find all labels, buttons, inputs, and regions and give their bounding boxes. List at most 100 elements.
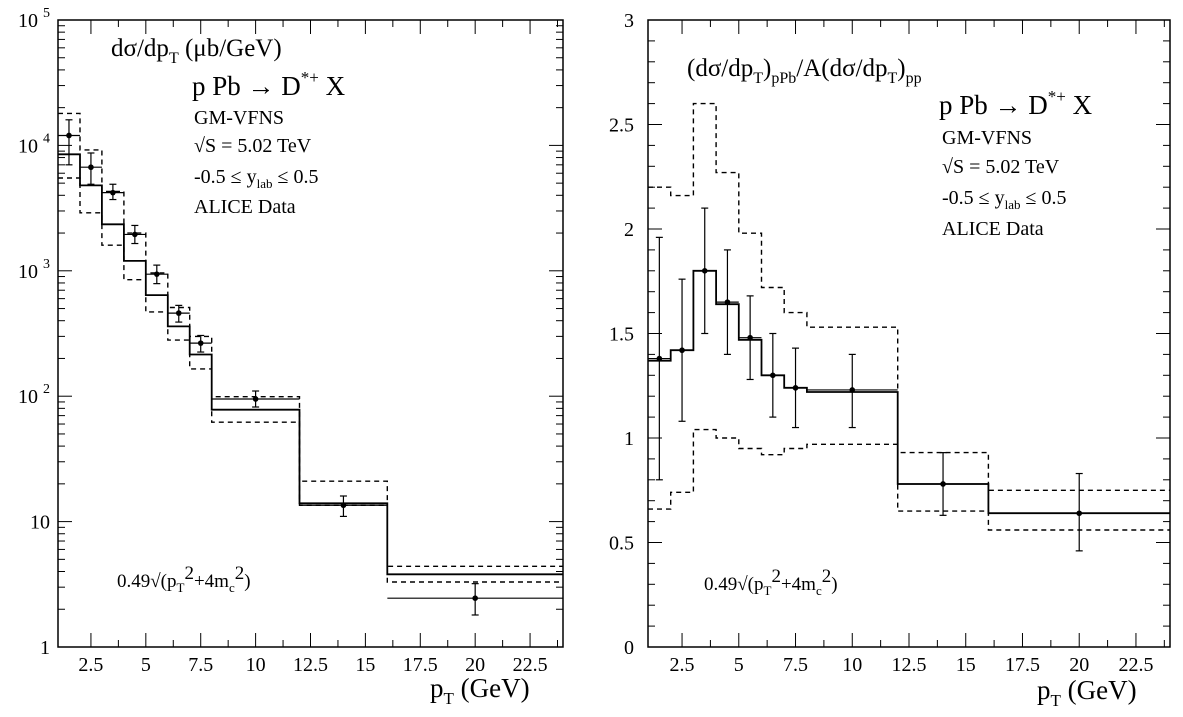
left-y-tick-labels: 1 10 10 2 10 3 10 4 10 5 (18, 6, 50, 659)
right-data-point (738, 295, 762, 381)
right-y-tick-labels: 0 0.5 1 1.5 2 2.5 3 (609, 10, 634, 659)
left-data-point (58, 119, 80, 166)
left-curve-central (58, 153, 563, 576)
right-x-tick-label: 15 (956, 654, 976, 676)
right-y-tick-label: 0 (624, 637, 634, 659)
left-data-marker (66, 132, 72, 139)
right-curve-central (648, 269, 1170, 515)
left-data-marker (132, 231, 138, 238)
right-x-axis-label: pT (GeV) (1037, 675, 1137, 710)
right-data-point (806, 353, 898, 429)
left-data-marker (340, 502, 347, 509)
right-data-point (716, 249, 739, 355)
left-curve-upper (58, 112, 563, 567)
right-data-marker (701, 268, 708, 274)
right-data-marker (747, 334, 753, 341)
right-y-tick-label: 2.5 (609, 115, 634, 137)
right-data-points (648, 207, 1170, 552)
right-y-tick-label: 1 (624, 428, 634, 450)
left-x-tick-label: 20 (465, 654, 485, 676)
right-curves (648, 102, 1170, 531)
left-data-marker (88, 164, 94, 171)
right-data-point (648, 236, 671, 481)
right-x-tick-label: 10 (842, 654, 862, 676)
left-data-marker (197, 340, 204, 346)
left-data-point (101, 183, 124, 201)
right-data-point (693, 207, 717, 335)
left-y-tick-label: 10 (30, 512, 50, 534)
right-data-marker (849, 387, 856, 393)
right-x-tick-label: 22.5 (1118, 654, 1153, 676)
left-energy-label: √S = 5.02 TeV (194, 135, 312, 157)
left-chart-title: dσ/dpT (μb/GeV) (111, 35, 282, 67)
left-y-tick-label: 10 4 (18, 131, 50, 157)
right-chart-title: (dσ/dpT)pPb/A(dσ/dpT)pp (687, 55, 922, 87)
right-axis-ticks (648, 19, 1170, 648)
right-data-marker (1076, 510, 1083, 517)
right-y-tick-label: 2 (624, 219, 634, 241)
left-data-point (211, 390, 300, 408)
left-scale-label: 0.49√(pT2+4mc2) (117, 563, 251, 595)
right-data-point (897, 452, 989, 516)
right-scale-label: 0.49√(pT2+4mc2) (704, 566, 838, 598)
left-curves (58, 112, 563, 583)
right-data-marker (656, 355, 663, 362)
right-x-tick-label: 5 (734, 654, 744, 676)
right-y-tick-label: 3 (624, 10, 634, 32)
right-rapidity-label: -0.5 ≤ ylab ≤ 0.5 (942, 187, 1067, 212)
right-data-point (761, 332, 785, 418)
right-x-tick-label: 20 (1069, 654, 1089, 676)
left-y-tick-label: 1 (40, 637, 50, 659)
left-x-tick-label: 12.5 (293, 654, 328, 676)
left-x-tick-label: 10 (246, 654, 266, 676)
left-x-tick-label: 22.5 (513, 654, 548, 676)
left-process-label: p Pb → D*+ X (192, 68, 346, 101)
right-data-marker (792, 385, 799, 391)
right-data-marker (724, 299, 731, 305)
left-panel: 2.5 5 7.5 10 12.5 15 17.5 20 22.5 1 10 10 2 10 3 10 … (18, 6, 564, 708)
left-y-tick-label: 10 2 (18, 382, 50, 408)
left-data-marker (472, 595, 478, 601)
left-data-point (123, 224, 146, 245)
right-data-marker (940, 481, 946, 487)
left-y-tick-label: 10 5 (18, 6, 50, 32)
left-data-points (58, 119, 563, 616)
left-x-tick-label: 17.5 (403, 654, 438, 676)
right-data-point (988, 472, 1170, 552)
right-curve-upper (648, 102, 1170, 491)
left-scheme-label: GM-VFNS (194, 107, 284, 129)
right-data-marker (679, 347, 685, 354)
left-data-point (167, 304, 190, 323)
left-data-point (189, 334, 212, 353)
right-x-tick-label: 12.5 (892, 654, 927, 676)
right-data-point (784, 347, 807, 429)
left-y-tick-label: 10 3 (18, 257, 50, 283)
left-curve-lower (58, 177, 563, 583)
right-x-tick-label: 7.5 (783, 654, 808, 676)
left-x-tick-label: 2.5 (78, 654, 103, 676)
left-data-point (387, 583, 563, 616)
left-axis-ticks (58, 20, 563, 648)
left-x-tick-label: 15 (355, 654, 375, 676)
left-data-marker (154, 271, 160, 277)
right-y-tick-label: 0.5 (609, 533, 634, 555)
right-data-label: ALICE Data (942, 218, 1044, 240)
left-data-point (79, 152, 102, 185)
left-data-label: ALICE Data (194, 196, 296, 218)
right-x-tick-label: 17.5 (1005, 654, 1040, 676)
left-data-marker (110, 189, 116, 196)
right-x-tick-labels: 2.5 5 7.5 10 12.5 15 17.5 20 22.5 (670, 654, 1154, 676)
left-data-marker (175, 310, 182, 316)
left-plot-frame (57, 19, 564, 648)
left-x-tick-label: 7.5 (188, 654, 213, 676)
right-data-marker (770, 372, 776, 379)
left-x-axis-label: pT (GeV) (430, 673, 530, 708)
left-rapidity-label: -0.5 ≤ ylab ≤ 0.5 (194, 166, 319, 191)
right-scheme-label: GM-VFNS (942, 127, 1032, 149)
right-y-tick-label: 1.5 (609, 324, 634, 346)
left-data-point (299, 495, 388, 518)
right-x-tick-label: 2.5 (670, 654, 695, 676)
left-x-tick-labels: 2.5 5 7.5 10 12.5 15 17.5 20 22.5 (78, 654, 547, 676)
right-panel: 2.5 5 7.5 10 12.5 15 17.5 20 22.5 00.511.522.53 … (609, 10, 1171, 710)
